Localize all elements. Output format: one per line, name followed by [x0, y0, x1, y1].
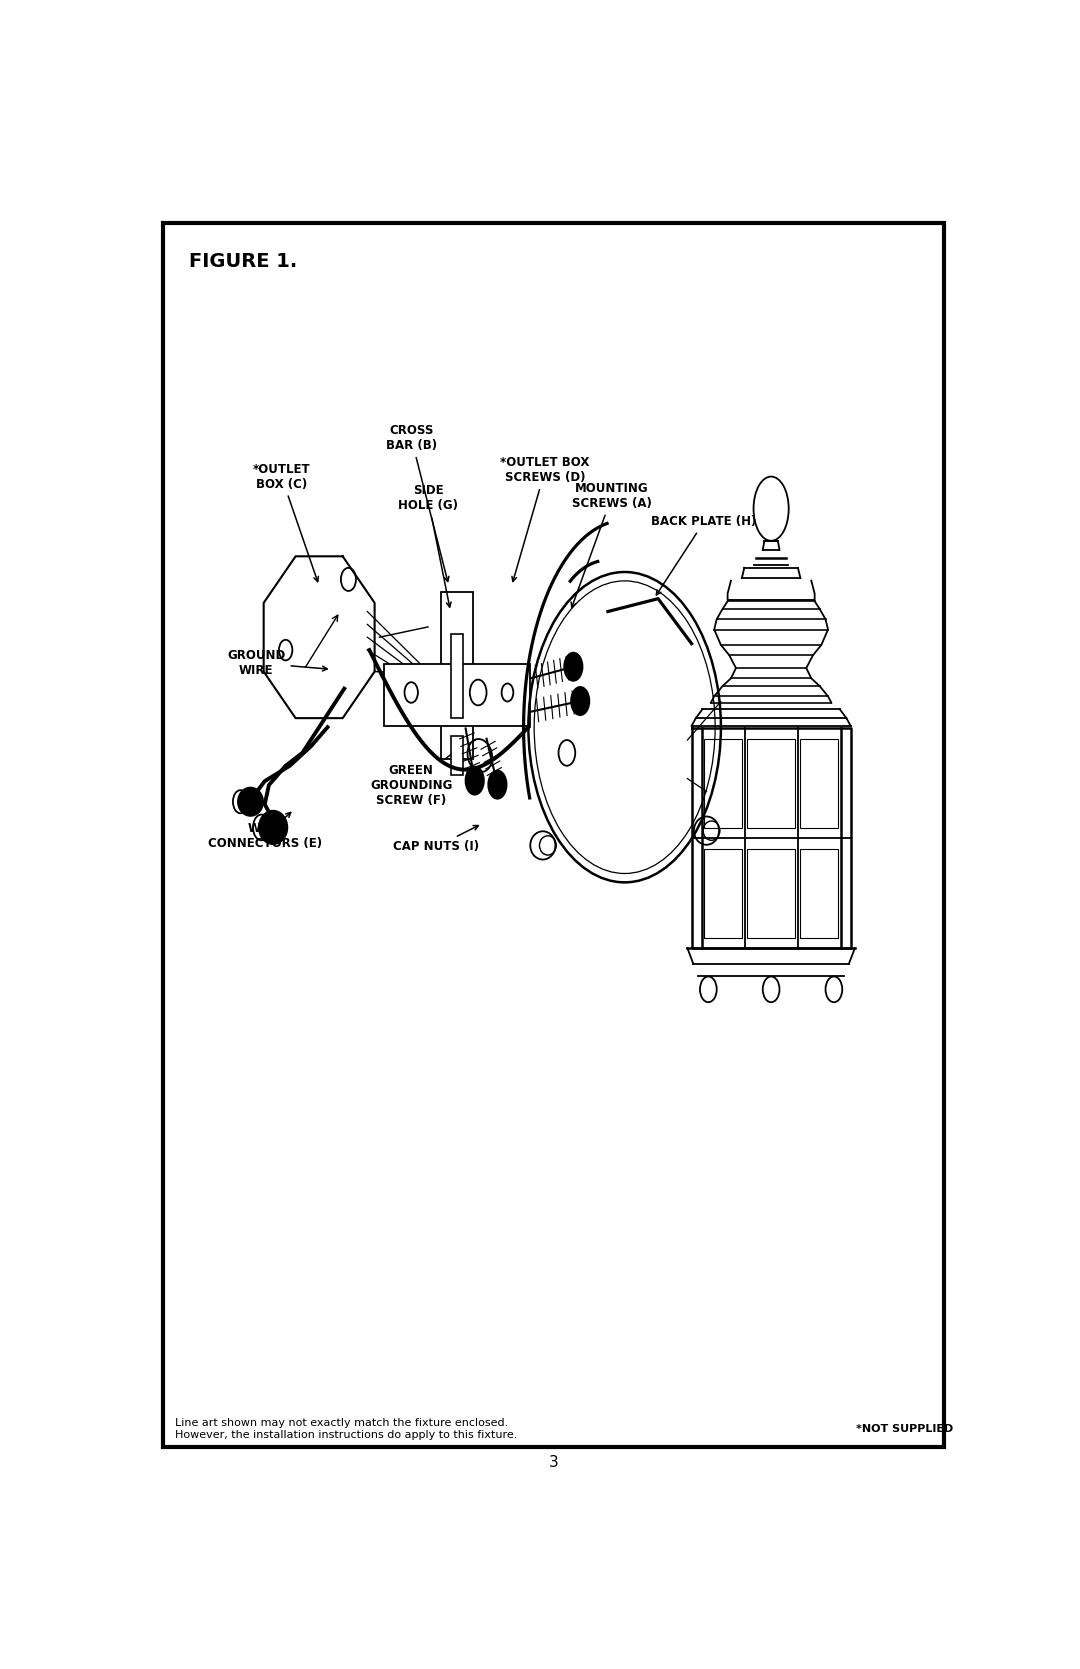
Text: BACK PLATE (H): BACK PLATE (H) — [651, 516, 757, 594]
Text: 3: 3 — [549, 1455, 558, 1470]
Circle shape — [465, 766, 484, 794]
FancyBboxPatch shape — [451, 634, 463, 718]
Text: GROUND
WIRE: GROUND WIRE — [227, 649, 327, 678]
Text: SIDE
HOLE (G): SIDE HOLE (G) — [397, 484, 458, 608]
Text: WIRE
CONNECTORS (E): WIRE CONNECTORS (E) — [207, 813, 322, 851]
Text: *NOT SUPPLIED: *NOT SUPPLIED — [856, 1424, 954, 1434]
Text: Line art shown may not exactly match the fixture enclosed.
However, the installa: Line art shown may not exactly match the… — [175, 1419, 517, 1440]
FancyBboxPatch shape — [442, 592, 473, 759]
Text: GREEN
GROUNDING
SCREW (F): GREEN GROUNDING SCREW (F) — [370, 748, 460, 806]
FancyBboxPatch shape — [384, 664, 530, 726]
Circle shape — [571, 688, 590, 716]
Text: *OUTLET BOX
SCREWS (D): *OUTLET BOX SCREWS (D) — [500, 456, 590, 581]
Circle shape — [488, 771, 507, 799]
Text: *OUTLET
BOX (C): *OUTLET BOX (C) — [253, 462, 319, 581]
Text: CROSS
BAR (B): CROSS BAR (B) — [386, 424, 449, 581]
Ellipse shape — [259, 811, 287, 845]
Text: CAP NUTS (I): CAP NUTS (I) — [393, 826, 480, 853]
FancyBboxPatch shape — [451, 736, 463, 774]
Circle shape — [564, 653, 582, 681]
Ellipse shape — [238, 788, 264, 816]
Text: FIGURE 1.: FIGURE 1. — [189, 252, 298, 270]
Text: MOUNTING
SCREWS (A): MOUNTING SCREWS (A) — [571, 482, 652, 608]
